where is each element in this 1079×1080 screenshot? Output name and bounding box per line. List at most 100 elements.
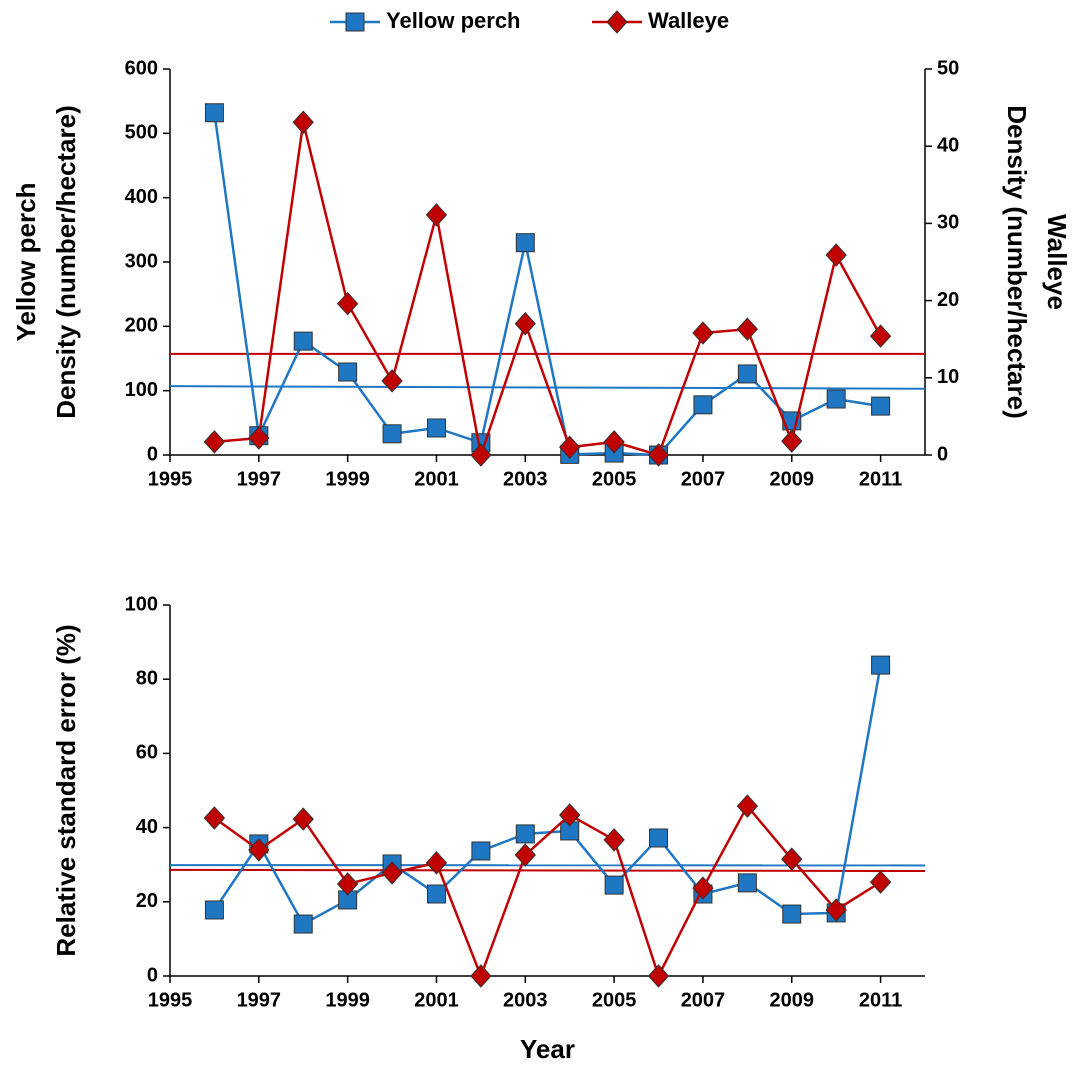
marker (604, 875, 624, 895)
marker (692, 876, 714, 900)
marker (470, 443, 492, 467)
marker (203, 430, 226, 454)
y2-tick-label: 40 (937, 134, 959, 156)
marker (603, 430, 625, 454)
y2-tick-label: 30 (937, 212, 959, 234)
x-tick-label: 2009 (770, 989, 815, 1011)
marker (293, 331, 313, 351)
y-tick-label: 600 (125, 57, 158, 79)
series-line (213, 664, 882, 926)
legend-marker (606, 10, 628, 34)
x-tick-label: 2001 (414, 989, 459, 1011)
series-line (213, 803, 882, 980)
y2-tick-label: 0 (937, 443, 948, 465)
y-tick-label: 40 (136, 816, 158, 838)
legend-marker (345, 12, 365, 32)
y2-tick-label: 20 (937, 289, 959, 311)
x-tick-label: 1995 (148, 989, 193, 1011)
marker (515, 233, 535, 253)
marker (871, 655, 891, 675)
marker (871, 396, 891, 416)
x-tick-label: 2009 (770, 468, 815, 490)
marker (382, 424, 402, 444)
x-tick-label: 1999 (325, 468, 370, 490)
marker (647, 964, 670, 988)
marker (559, 803, 581, 827)
y2-tick-label: 10 (937, 366, 959, 388)
y-tick-label: 500 (125, 122, 158, 144)
marker (204, 900, 224, 920)
marker (470, 964, 492, 988)
x-tick-label: 2007 (681, 468, 726, 490)
x-tick-label: 2005 (592, 468, 637, 490)
marker (603, 828, 625, 852)
y2-tick-label: 50 (937, 57, 959, 79)
trend-line (169, 868, 926, 873)
marker (781, 847, 803, 871)
x-tick-label: 2005 (592, 989, 637, 1011)
y-tick-label: 400 (125, 186, 158, 208)
x-tick-label: 2003 (503, 468, 548, 490)
y-axis-title: Yellow perch (11, 183, 41, 342)
x-tick-label: 1999 (325, 989, 370, 1011)
marker (869, 870, 892, 894)
marker (736, 794, 759, 818)
x-tick-label: 1995 (148, 468, 193, 490)
marker (693, 395, 713, 415)
x-tick-label: 2001 (414, 468, 459, 490)
marker (737, 873, 757, 893)
x-tick-label: 2007 (681, 989, 726, 1011)
marker (736, 317, 759, 341)
y-tick-label: 100 (125, 379, 158, 401)
legend-label: Yellow perch (386, 8, 521, 33)
marker (204, 103, 224, 123)
marker (869, 324, 892, 348)
y-tick-label: 100 (125, 593, 158, 615)
marker (825, 243, 847, 267)
x-tick-label: 2011 (859, 468, 902, 490)
x-tick-label: 2003 (503, 989, 548, 1011)
marker (292, 807, 314, 831)
marker (825, 898, 847, 922)
marker (425, 851, 448, 875)
series-line (214, 121, 882, 460)
marker (471, 841, 491, 861)
y-axis-title: Density (number/hectare) (51, 105, 81, 419)
marker (338, 362, 358, 382)
x-tick-label: 2011 (859, 989, 902, 1011)
y2-axis-title: Density (number/hectare) (1002, 105, 1032, 419)
x-axis-title: Year (520, 1034, 575, 1064)
y-tick-label: 80 (136, 667, 158, 689)
marker (336, 872, 359, 896)
marker (737, 364, 757, 384)
marker (647, 443, 670, 467)
x-tick-label: 1997 (237, 468, 282, 490)
marker (515, 824, 535, 844)
marker (781, 429, 803, 453)
y-tick-label: 0 (147, 443, 158, 465)
marker (292, 110, 314, 135)
marker (514, 843, 536, 867)
marker (559, 435, 581, 460)
marker (203, 806, 226, 830)
series-line (213, 112, 881, 457)
marker (381, 369, 403, 393)
marker (293, 914, 313, 934)
marker (381, 861, 403, 885)
marker (692, 321, 714, 345)
y-tick-label: 300 (125, 250, 158, 272)
y-tick-label: 0 (147, 964, 158, 986)
marker (336, 291, 359, 316)
marker (248, 426, 270, 450)
marker (426, 418, 446, 438)
marker (425, 203, 448, 227)
legend-label: Walleye (648, 8, 729, 33)
y-tick-label: 20 (136, 890, 158, 912)
y-tick-label: 60 (136, 742, 158, 764)
marker (649, 828, 669, 848)
marker (826, 389, 846, 409)
y-tick-label: 200 (125, 315, 158, 337)
y-axis-title: Relative standard error (%) (51, 624, 81, 956)
y2-axis-title: Walleye (1042, 214, 1072, 310)
